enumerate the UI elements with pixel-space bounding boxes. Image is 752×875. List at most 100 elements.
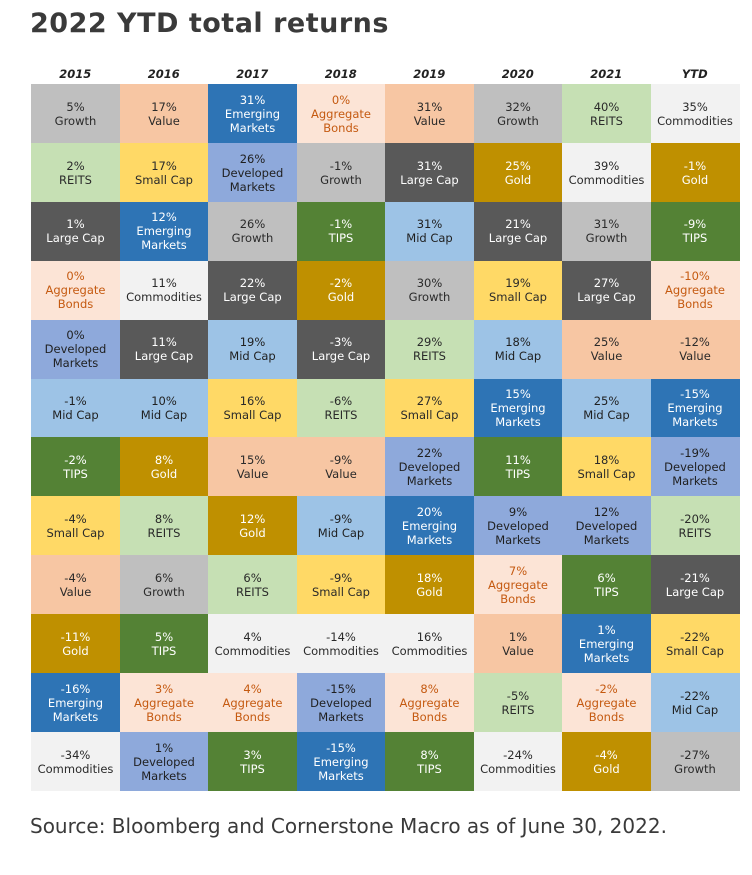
return-value: 8% [154, 511, 174, 526]
asset-class-label: REITS [324, 408, 358, 423]
return-cell: -9% Small Cap [296, 555, 386, 615]
return-cell: -6% REITS [296, 378, 386, 438]
asset-class-label: Aggregate Bonds [311, 106, 371, 135]
asset-class-label: TIPS [240, 761, 265, 776]
asset-class-label: Commodities [214, 643, 291, 658]
return-value: 1% [66, 217, 85, 232]
return-cell: 8% REITS [119, 496, 209, 556]
return-cell: 27% Small Cap [385, 378, 474, 438]
return-cell: -27% Growth [650, 731, 740, 792]
asset-class-label: REITS [413, 349, 446, 364]
return-cell: 12% Developed Markets [562, 496, 651, 556]
return-value: 8% [420, 747, 439, 762]
return-value: 35% [682, 99, 708, 114]
return-value: -2% [64, 453, 87, 468]
return-cell: -2% Aggregate Bonds [562, 673, 651, 733]
return-cell: 31% Growth [562, 201, 651, 262]
asset-class-label: Developed Markets [487, 518, 549, 547]
asset-class-label: Value [413, 113, 446, 128]
asset-class-label: Gold [681, 172, 709, 187]
asset-class-label: Mid Cap [583, 408, 630, 423]
return-cell: 25% Value [562, 319, 651, 379]
return-cell: 3% Aggregate Bonds [119, 673, 209, 733]
return-cell: 26% Growth [208, 201, 297, 262]
asset-class-label: Aggregate Bonds [399, 695, 460, 724]
asset-class-label: REITS [501, 702, 535, 717]
return-value: 3% [154, 681, 174, 696]
return-cell: 19% Small Cap [473, 260, 563, 321]
asset-class-label: Mid Cap [317, 525, 365, 540]
return-value: 11% [151, 276, 177, 291]
return-value: -1% [329, 158, 353, 173]
return-cell: 32% Growth [473, 84, 563, 144]
return-cell: 8% Gold [119, 437, 209, 497]
return-value: 0% [66, 328, 85, 343]
asset-class-label: Mid Cap [671, 702, 719, 717]
asset-class-label: Gold [239, 525, 266, 540]
asset-class-label: Aggregate Bonds [134, 695, 194, 724]
asset-class-label: Growth [54, 113, 97, 128]
asset-class-label: Commodities [657, 113, 733, 128]
return-cell: 17% Small Cap [119, 142, 209, 203]
return-value: 8% [420, 681, 439, 696]
asset-class-label: Small Cap [577, 467, 636, 482]
asset-class-label: Mid Cap [494, 349, 542, 364]
asset-class-label: Small Cap [312, 584, 370, 599]
asset-class-label: Commodities [391, 643, 468, 658]
return-value: 29% [416, 335, 443, 350]
return-cell: -16% Emerging Markets [31, 673, 120, 733]
asset-class-label: TIPS [505, 467, 531, 482]
asset-class-label: Growth [585, 231, 628, 246]
asset-class-label: Large Cap [488, 231, 548, 246]
return-value: -4% [595, 747, 618, 762]
return-cell: 31% Value [385, 84, 474, 144]
return-cell: -5% REITS [473, 673, 563, 733]
asset-class-label: Commodities [480, 761, 556, 776]
return-cell: -10% Aggregate Bonds [650, 260, 740, 321]
return-cell: 40% REITS [562, 84, 651, 144]
asset-class-label: Mid Cap [229, 349, 276, 364]
return-value: -5% [506, 688, 530, 703]
asset-class-label: Commodities [568, 172, 645, 187]
return-cell: 25% Gold [473, 142, 563, 203]
return-cell: 12% Emerging Markets [119, 201, 209, 262]
return-cell: 6% REITS [208, 555, 297, 615]
asset-class-label: Growth [497, 113, 539, 128]
return-cell: 22% Large Cap [208, 260, 297, 321]
return-value: 16% [239, 394, 266, 409]
return-value: 12% [151, 210, 177, 225]
return-value: 18% [593, 453, 620, 468]
column-header-2017: 2017 [236, 67, 269, 81]
asset-class-label: Developed Markets [664, 460, 726, 489]
asset-class-label: Developed Markets [310, 695, 372, 724]
return-cell: -15% Emerging Markets [296, 731, 386, 792]
return-value: 1% [508, 629, 528, 644]
returns-cells: 5% Growth 2% REITS 1% Large Cap 0% Aggregate Bo… [31, 84, 740, 792]
return-value: 25% [593, 394, 620, 409]
return-value: 27% [593, 276, 620, 291]
asset-class-label: Growth [320, 172, 362, 187]
return-cell: -15% Developed Markets [296, 673, 386, 733]
return-value: 21% [505, 217, 531, 232]
return-value: 22% [416, 446, 443, 461]
return-value: 15% [505, 387, 531, 402]
return-value: 26% [239, 217, 266, 232]
asset-class-label: Developed Markets [575, 518, 638, 547]
return-cell: -1% TIPS [296, 201, 386, 262]
return-value: -1% [329, 217, 353, 232]
return-cell: -9% Value [296, 437, 386, 497]
column-header-2019: 2019 [413, 67, 446, 81]
return-value: -9% [683, 217, 707, 232]
asset-class-label: Growth [408, 290, 451, 305]
return-cell: -4% Small Cap [31, 496, 120, 556]
return-value: 6% [243, 570, 262, 585]
return-value: 17% [151, 158, 177, 173]
return-cell: 8% TIPS [385, 731, 474, 792]
return-cell: 21% Large Cap [473, 201, 563, 262]
return-value: 4% [243, 681, 262, 696]
return-value: 31% [416, 99, 443, 114]
return-value: 16% [416, 629, 443, 644]
source-note: Source: Bloomberg and Cornerstone Macro … [30, 814, 667, 838]
asset-class-label: Gold [62, 643, 89, 658]
return-value: 12% [593, 504, 620, 519]
